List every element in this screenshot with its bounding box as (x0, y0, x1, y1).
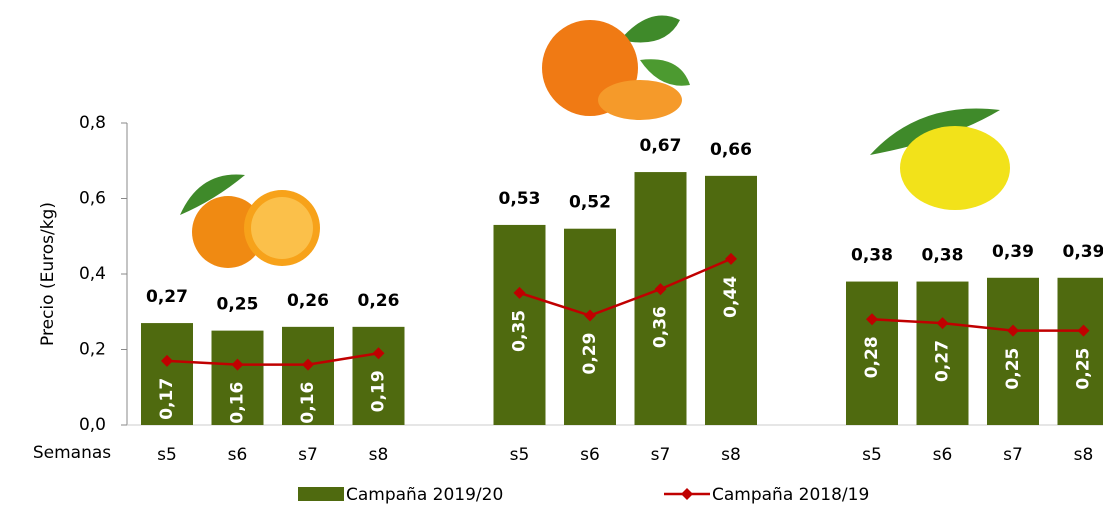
line-value-label: 0,27 (933, 340, 953, 382)
bar-value-label: 0,67 (640, 136, 682, 156)
rotated-label: 0,16 (298, 382, 318, 424)
rotated-label: 0,25 (1003, 348, 1023, 390)
line-value-label: 0,25 (1074, 348, 1094, 390)
rotated-label: 0,28 (862, 336, 882, 378)
x-tick-label: s6 (228, 445, 248, 465)
line-value-label: 0,29 (580, 333, 600, 375)
bar-value-label: 0,27 (146, 287, 188, 307)
rotated-label: 0,36 (651, 306, 671, 348)
mandarin-illustration (542, 16, 690, 121)
bar-value-label: 0,26 (358, 291, 400, 311)
bar (564, 229, 616, 425)
y-tick-label: 0,4 (79, 264, 106, 284)
rotated-label: 0,44 (721, 276, 741, 318)
bar-value-label: 0,52 (569, 193, 611, 213)
x-tick-label: s7 (298, 445, 318, 465)
chart: Precio (Euros/kg) Semanas 0,0 0,2 0,4 0,6 0,… (0, 0, 1103, 506)
bar (635, 172, 687, 425)
x-tick-label: s5 (157, 445, 177, 465)
line-value-label: 0,17 (157, 378, 177, 420)
x-tick-label: s7 (651, 445, 671, 465)
rotated-label: 0,25 (1074, 348, 1094, 390)
line-value-label: 0,36 (651, 306, 671, 348)
line-value-label: 0,19 (369, 370, 389, 412)
line-value-label: 0,28 (862, 336, 882, 378)
rotated-label: 0,16 (228, 382, 248, 424)
x-tick-label: s5 (510, 445, 530, 465)
x-axis-title: Semanas (33, 443, 111, 463)
x-tick-label: s6 (933, 445, 953, 465)
bar-value-label: 0,38 (922, 246, 964, 266)
orange-illustration (180, 175, 320, 269)
legend-swatch (681, 488, 693, 500)
lemon-illustration (870, 108, 1010, 210)
bar-value-label: 0,26 (287, 291, 329, 311)
x-tick-label: s8 (369, 445, 389, 465)
y-tick-label: 0,2 (79, 340, 106, 360)
x-tick-label: s8 (1074, 445, 1094, 465)
line-value-label: 0,35 (510, 310, 530, 352)
bar-value-label: 0,66 (710, 140, 752, 160)
line-value-label: 0,44 (721, 276, 741, 318)
bar-value-label: 0,25 (217, 295, 259, 315)
bar-value-label: 0,53 (499, 189, 541, 209)
bar-value-label: 0,38 (851, 246, 893, 266)
legend-swatch (298, 487, 344, 501)
rotated-label: 0,29 (580, 333, 600, 375)
rotated-label: 0,19 (369, 370, 389, 412)
line-value-label: 0,16 (228, 382, 248, 424)
x-tick-label: s8 (721, 445, 741, 465)
line-value-label: 0,25 (1003, 348, 1023, 390)
bar-value-label: 0,39 (1063, 242, 1103, 262)
bar-value-label: 0,39 (992, 242, 1034, 262)
y-tick-label: 0,0 (79, 415, 106, 435)
y-tick-label: 0,8 (79, 113, 106, 133)
legend-label: Campaña 2018/19 (712, 485, 869, 505)
rotated-label: 0,27 (933, 340, 953, 382)
legend-label: Campaña 2019/20 (346, 485, 503, 505)
y-tick-label: 0,6 (79, 189, 106, 209)
x-tick-label: s5 (862, 445, 882, 465)
rotated-label: 0,35 (510, 310, 530, 352)
x-tick-label: s6 (580, 445, 600, 465)
line-value-label: 0,16 (298, 382, 318, 424)
x-tick-label: s7 (1003, 445, 1023, 465)
rotated-label: 0,17 (157, 378, 177, 420)
y-axis-title: Precio (Euros/kg) (38, 202, 58, 346)
